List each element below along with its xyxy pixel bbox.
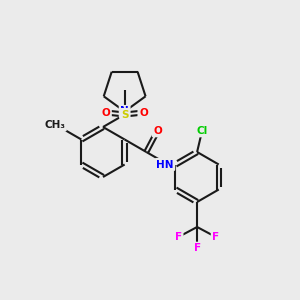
Text: S: S (121, 110, 128, 119)
Text: HN: HN (156, 160, 174, 170)
Text: F: F (212, 232, 219, 242)
Text: F: F (175, 232, 182, 242)
Text: CH₃: CH₃ (44, 120, 65, 130)
Text: N: N (120, 106, 129, 116)
Text: Cl: Cl (196, 126, 208, 136)
Text: F: F (194, 243, 201, 253)
Text: O: O (153, 126, 162, 136)
Text: O: O (139, 107, 148, 118)
Text: O: O (101, 107, 110, 118)
